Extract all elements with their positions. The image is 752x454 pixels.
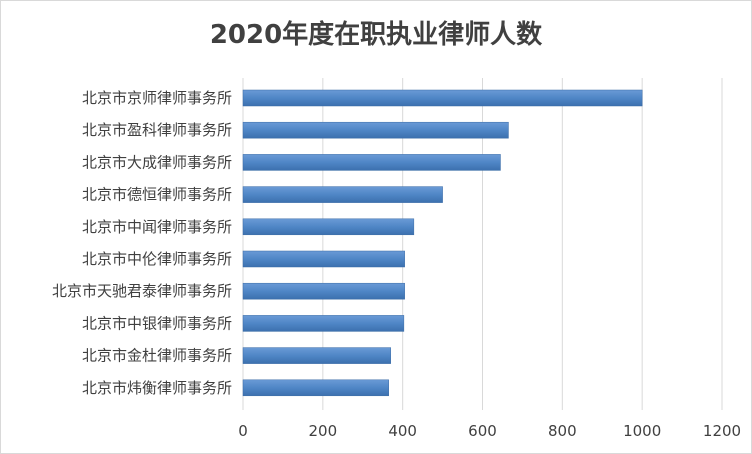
x-tick-label: 200 bbox=[309, 422, 338, 440]
category-label: 北京市天驰君泰律师事务所 bbox=[52, 282, 232, 300]
x-tick-label: 1200 bbox=[703, 422, 741, 440]
bar bbox=[242, 121, 509, 139]
x-tick-label: 1000 bbox=[623, 422, 661, 440]
bar bbox=[242, 250, 405, 268]
bar bbox=[242, 154, 501, 171]
category-label: 北京市中伦律师事务所 bbox=[82, 250, 232, 268]
bar bbox=[242, 186, 443, 203]
bar bbox=[242, 218, 415, 236]
category-label: 北京市大成律师事务所 bbox=[82, 153, 232, 171]
category-label: 北京市炜衡律师事务所 bbox=[82, 379, 232, 397]
bar bbox=[242, 89, 643, 107]
bar bbox=[242, 315, 405, 332]
category-label: 北京市中闻律师事务所 bbox=[82, 218, 232, 236]
chart-title: 2020年度在职执业律师人数 bbox=[209, 20, 543, 50]
category-label: 北京市京师律师事务所 bbox=[82, 89, 232, 107]
category-label: 北京市金杜律师事务所 bbox=[82, 347, 232, 365]
bar bbox=[242, 347, 391, 364]
category-label: 北京市中银律师事务所 bbox=[82, 314, 232, 332]
x-tick-label: 0 bbox=[238, 422, 248, 440]
x-tick-label: 800 bbox=[548, 422, 577, 440]
category-label: 北京市盈科律师事务所 bbox=[82, 121, 232, 139]
bar bbox=[242, 282, 405, 300]
bar bbox=[242, 379, 389, 397]
category-label: 北京市德恒律师事务所 bbox=[82, 186, 232, 204]
x-tick-label: 400 bbox=[388, 422, 417, 440]
x-tick-label: 600 bbox=[468, 422, 497, 440]
